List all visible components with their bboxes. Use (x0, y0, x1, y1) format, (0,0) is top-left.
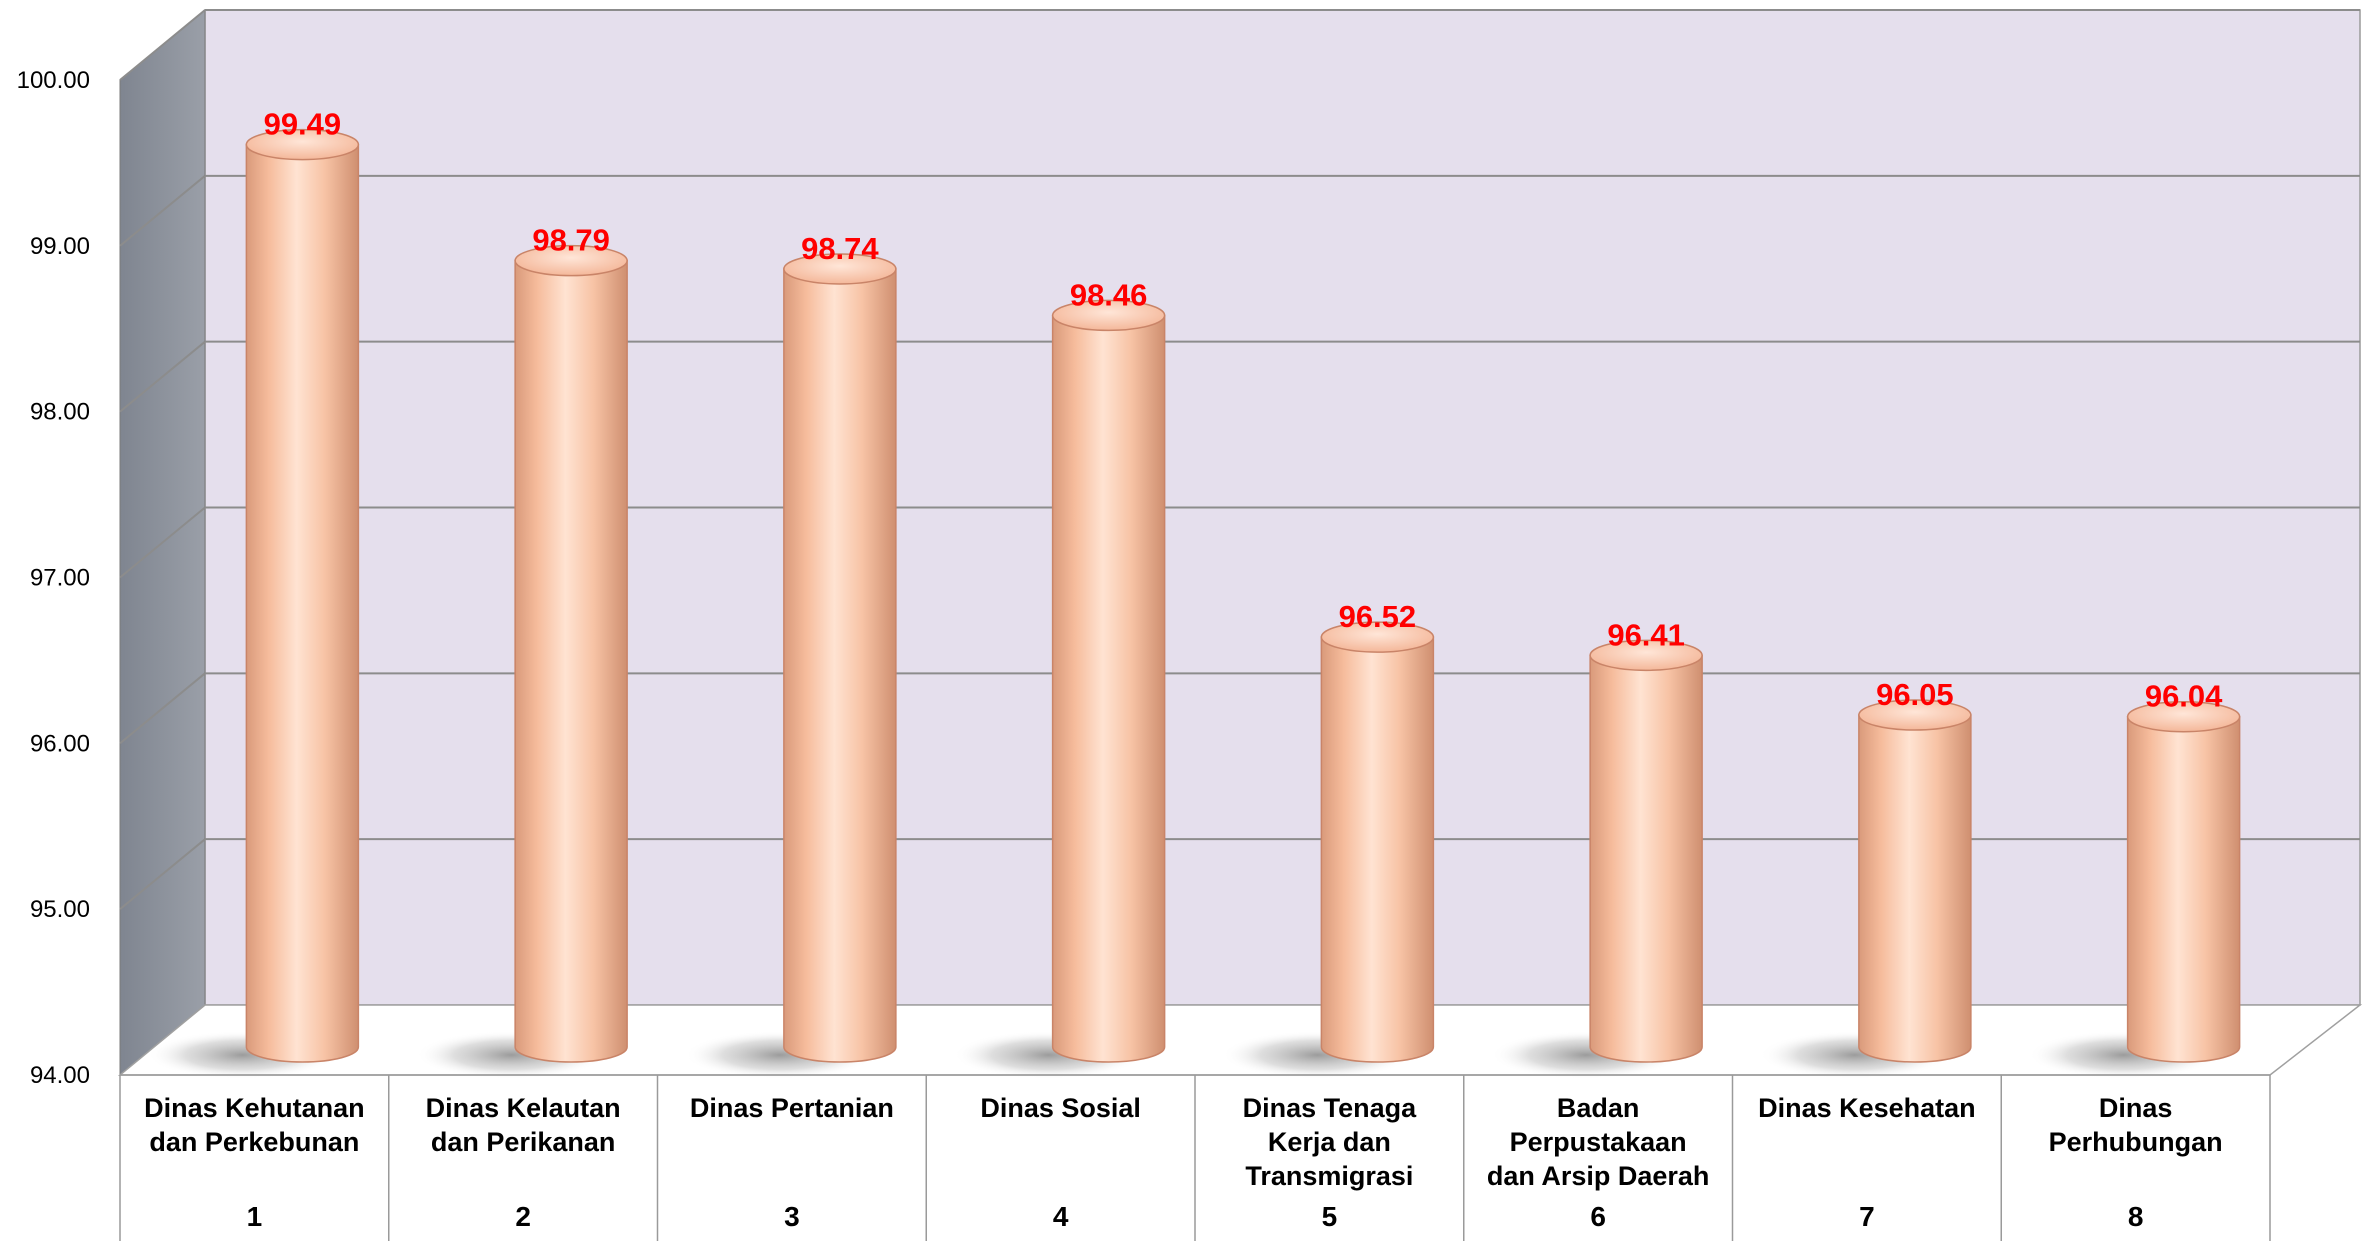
y-tick-label: 100.00 (17, 67, 90, 94)
gridline-side (119, 672, 206, 745)
data-label: 98.74 (801, 231, 879, 266)
bar-body (1051, 314, 1166, 1063)
category-label-line: Dinas Kehutanan (144, 1093, 365, 1123)
category-label-line: Dinas Kelautan (426, 1093, 621, 1123)
bar (2028, 700, 2241, 1079)
bar (1759, 699, 1972, 1079)
bar-top (783, 253, 897, 285)
category-label: Dinas Perhubungan (2049, 1093, 2223, 1157)
category-label-line: Badan (1557, 1093, 1640, 1123)
bar-body (1589, 654, 1703, 1063)
gridline-side (119, 9, 206, 81)
y-tick-label: 94.00 (30, 1062, 90, 1089)
bar (1491, 639, 1703, 1079)
y-axis: 94.00 95.00 96.00 97.00 98.00 99.00 100.00 (17, 67, 90, 1089)
bar (953, 299, 1166, 1079)
category-index: 2 (515, 1201, 531, 1232)
y-tick-label: 95.00 (30, 896, 90, 923)
bar-body (783, 268, 897, 1063)
chart-walls (117, 8, 2363, 1077)
bar-top (1051, 299, 1166, 332)
category-label-line: Perpustakaan (1510, 1127, 1687, 1157)
bar-body (1858, 714, 1972, 1063)
category-label: Dinas Kehutanan dan Perkebunan (144, 1093, 365, 1157)
category-index: 6 (1590, 1201, 1606, 1232)
bar-series (147, 128, 2241, 1079)
gridline-side (119, 506, 206, 579)
data-label: 96.05 (1876, 677, 1954, 712)
category-label-line: dan Arsip Daerah (1487, 1161, 1710, 1191)
y-tick-label: 98.00 (30, 399, 90, 426)
bar-body (2126, 715, 2241, 1063)
category-label-line: Dinas (2099, 1093, 2173, 1123)
category-label-line: Dinas Tenaga (1243, 1093, 1418, 1123)
bar-body (514, 259, 628, 1063)
category-label-line: Perhubungan (2049, 1127, 2223, 1157)
category-label: Badan Perpustakaan dan Arsip Daerah (1487, 1093, 1710, 1191)
x-axis-table: Dinas Kehutanan dan Perkebunan 1 Dinas Kela… (119, 1074, 2271, 1241)
category-label-line: dan Perkebunan (149, 1127, 359, 1157)
category-label-line: Dinas Pertanian (690, 1093, 894, 1123)
category-label: Dinas Sosial (980, 1093, 1141, 1123)
data-label: 96.41 (1607, 617, 1685, 652)
category-index: 5 (1322, 1201, 1338, 1232)
category-label-line: Transmigrasi (1245, 1161, 1413, 1191)
data-label: 96.52 (1339, 599, 1417, 634)
category-label-line: Kerja dan (1268, 1127, 1391, 1157)
y-tick-label: 99.00 (30, 233, 90, 260)
category-label-line: dan Perikanan (431, 1127, 616, 1157)
bar (684, 253, 897, 1079)
bar-top (2126, 700, 2241, 733)
category-index: 7 (1859, 1201, 1875, 1232)
gridline-side (119, 175, 206, 247)
y-tick-label: 97.00 (30, 565, 90, 592)
category-index: 3 (784, 1201, 800, 1232)
category-label: Dinas Pertanian (690, 1093, 894, 1123)
bar-top (245, 128, 360, 161)
data-labels: 99.49 98.79 98.74 98.46 96.52 96.41 96.05 96.04 (264, 107, 2224, 714)
category-label: Dinas Kelautan dan Perikanan (426, 1093, 621, 1157)
bar (1222, 621, 1435, 1079)
category-index: 4 (1053, 1201, 1069, 1232)
category-index: 8 (2128, 1201, 2144, 1232)
category-label: Dinas Tenaga Kerja dan Transmigrasi (1243, 1093, 1418, 1191)
category-label-line: Dinas Kesehatan (1758, 1093, 1976, 1123)
y-tick-label: 96.00 (30, 730, 90, 757)
bar-top (1589, 639, 1703, 672)
bar (147, 128, 360, 1079)
category-index: 1 (247, 1201, 263, 1232)
category-label: Dinas Kesehatan (1758, 1093, 1976, 1123)
bar-top (1858, 699, 1972, 731)
bar-body (245, 143, 360, 1063)
data-label: 98.46 (1070, 277, 1148, 312)
gridline-side (119, 838, 206, 910)
category-label-line: Dinas Sosial (980, 1093, 1141, 1123)
bar-body (1320, 636, 1435, 1063)
bar-top (1320, 621, 1435, 653)
data-label: 99.49 (264, 107, 342, 142)
data-label: 98.79 (532, 223, 610, 258)
bar-top (514, 244, 628, 277)
data-label: 96.04 (2145, 679, 2223, 714)
bar (416, 244, 628, 1079)
gridline-side (119, 340, 206, 413)
